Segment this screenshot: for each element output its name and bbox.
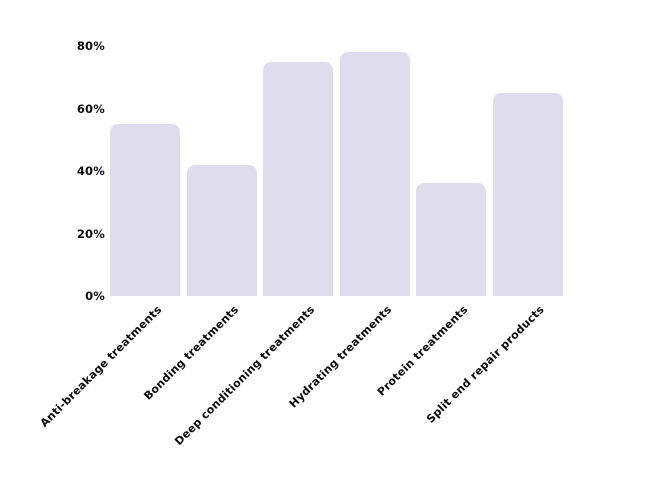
y-tick-label: 80% [76,39,105,53]
bar[interactable] [263,62,334,296]
bar[interactable] [339,52,410,296]
x-axis-label: Split end repair products [424,303,548,426]
x-axis-label: Deep conditioning treatments [172,303,318,448]
bar[interactable] [416,183,487,296]
bar[interactable] [186,165,257,296]
y-tick-label: 20% [76,226,105,241]
x-axis-label: Protein treatments [374,303,471,399]
y-tick-label: 40% [76,164,105,178]
plot-area [110,0,563,296]
x-axis-label: Bonding treatments [141,303,241,403]
y-axis: 80% 60% 40% 20% 0% [0,0,105,481]
y-tick-label: 0% [85,289,105,303]
bar[interactable] [492,93,563,296]
y-tick-label: 60% [76,101,105,116]
x-axis-label: Hydrating treatments [286,303,394,411]
bar[interactable] [110,124,180,296]
